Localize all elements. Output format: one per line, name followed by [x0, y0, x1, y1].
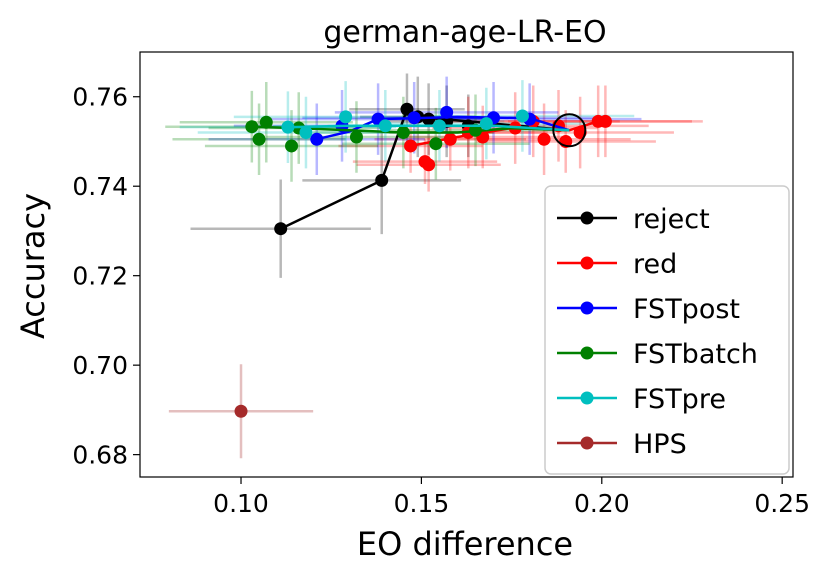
legend-marker-FSTpost [580, 301, 594, 315]
point-FSTpost-0 [310, 132, 324, 146]
y-tick-label-4: 0.76 [72, 83, 128, 112]
point-FSTpre-5 [479, 117, 493, 131]
y-axis-label: Accuracy [14, 193, 52, 339]
chart-title: german-age-LR-EO [323, 15, 606, 50]
line-FSTpre [287, 124, 570, 132]
x-tick-label-3: 0.25 [754, 489, 810, 518]
x-tick-label-1: 0.15 [394, 489, 450, 518]
point-FSTbatch-1 [252, 132, 266, 146]
x-tick-label-0: 0.10 [213, 489, 269, 518]
axes: 0.10 0.15 0.20 0.25 0.68 0.70 0.72 0.74 0.76 [72, 51, 810, 518]
x-axis-label: EO difference [357, 525, 573, 563]
point-red-3 [443, 132, 457, 146]
y-tick-label-2: 0.72 [72, 262, 128, 291]
point-FSTpost-4 [440, 105, 454, 119]
legend-item-FSTpre: FSTpre [557, 384, 726, 415]
point-FSTpre-3 [378, 119, 392, 133]
axes-frame [139, 51, 794, 478]
legend-marker-HPS [580, 436, 594, 450]
point-FSTpre-1 [299, 126, 313, 140]
plot-area [165, 73, 703, 459]
series-HPS [234, 404, 248, 418]
legend-label-HPS: HPS [633, 429, 687, 460]
point-reject-0 [274, 222, 288, 236]
legend-label-red: red [633, 249, 677, 280]
point-red-0 [404, 139, 418, 153]
point-reject-4 [422, 112, 436, 126]
legend-frame [544, 185, 790, 475]
point-red-13 [598, 114, 612, 128]
point-FSTpre-6 [515, 109, 529, 123]
legend-label-FSTbatch: FSTbatch [633, 339, 758, 370]
legend-marker-FSTbatch [580, 346, 594, 360]
errorbars-reject [190, 73, 530, 278]
point-FSTbatch-6 [396, 126, 410, 140]
legend-marker-red [580, 256, 594, 270]
point-FSTbatch-3 [285, 139, 299, 153]
point-FSTpost-3 [407, 111, 421, 125]
point-FSTbatch-5 [349, 130, 363, 144]
x-tick-label-2: 0.20 [574, 489, 630, 518]
y-tick-label-1: 0.70 [72, 351, 128, 380]
legend-item-FSTbatch: FSTbatch [557, 339, 758, 370]
series-FSTpre [281, 109, 570, 140]
highlight-circle [552, 113, 587, 148]
point-red-8 [537, 132, 551, 146]
legend-label-FSTpre: FSTpre [633, 384, 726, 415]
legend-item-red: red [557, 249, 677, 280]
y-tick-label-3: 0.74 [72, 172, 128, 201]
point-red-2 [422, 158, 436, 172]
legend-label-reject: reject [633, 204, 710, 235]
legend-item-HPS: HPS [557, 429, 687, 460]
legend-marker-reject [580, 211, 594, 225]
point-reject-2 [400, 102, 414, 116]
point-FSTpre-4 [432, 119, 446, 133]
legend: reject red FSTpost FSTbatch FSTpre HPS [544, 185, 790, 475]
point-FSTpre-2 [339, 110, 353, 124]
point-HPS-0 [234, 404, 248, 418]
legend-item-FSTpost: FSTpost [557, 294, 740, 325]
legend-marker-FSTpre [580, 391, 594, 405]
point-FSTpre-0 [281, 120, 295, 134]
legend-label-FSTpost: FSTpost [633, 294, 740, 325]
y-tick-label-0: 0.68 [72, 441, 128, 470]
point-FSTbatch-7 [429, 137, 443, 151]
point-FSTbatch-0 [245, 120, 259, 134]
point-FSTbatch-2 [259, 115, 273, 129]
point-reject-1 [375, 173, 389, 187]
legend-item-reject: reject [557, 204, 710, 235]
